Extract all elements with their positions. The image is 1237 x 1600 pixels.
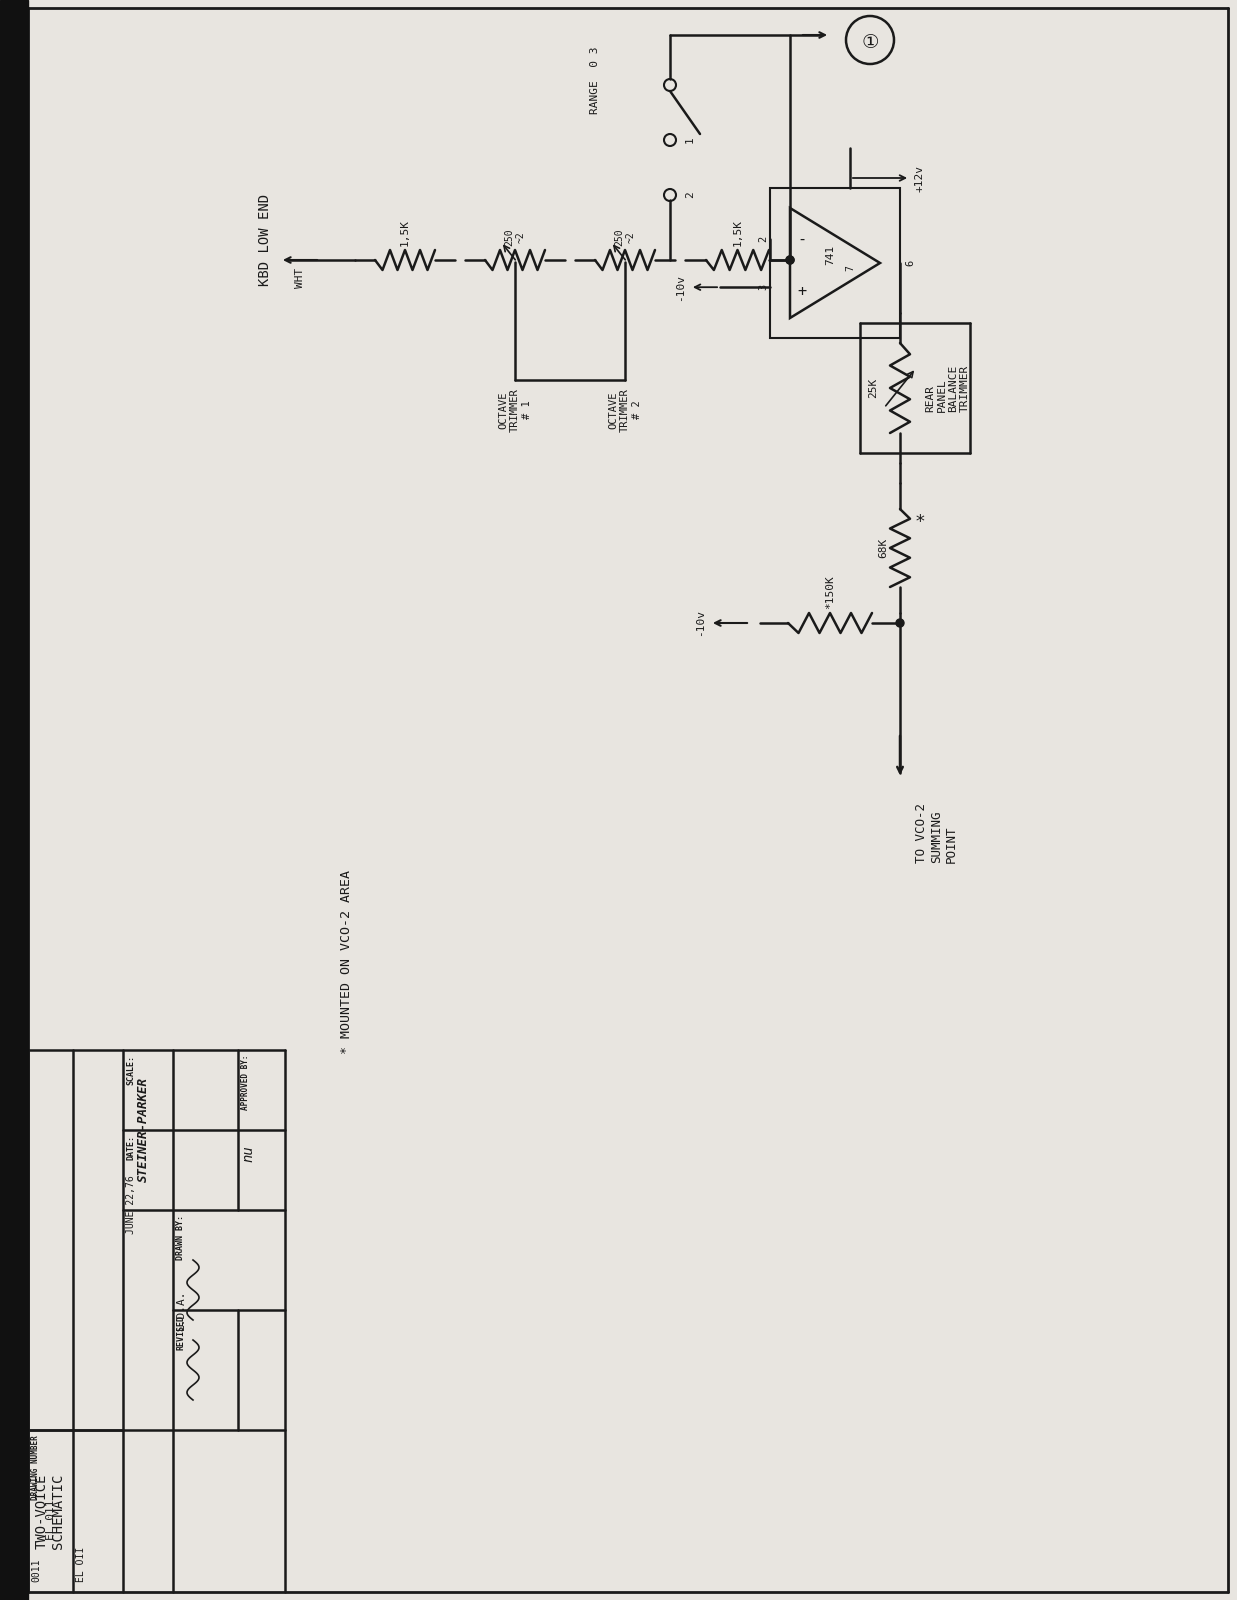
Text: RANGE  0 3: RANGE 0 3 [590,46,600,114]
Text: EL 011: EL 011 [46,1501,56,1541]
Text: 2: 2 [758,235,768,242]
Text: -10v: -10v [695,610,705,637]
Text: DRAWN BY:: DRAWN BY: [176,1214,186,1261]
Text: OCTAVE
TRIMMER
# 2: OCTAVE TRIMMER # 2 [609,387,642,432]
Text: nu: nu [241,1146,255,1162]
Text: EL OII: EL OII [75,1547,87,1582]
Text: -: - [798,232,807,246]
Text: 7: 7 [845,266,855,270]
Text: JUNE 22,76: JUNE 22,76 [126,1174,136,1234]
Text: -10v: -10v [675,274,685,301]
Text: +12v: +12v [915,165,925,192]
Text: OCTAVE
TRIMMER
# 1: OCTAVE TRIMMER # 1 [499,387,532,432]
Text: 1,5K: 1,5K [400,219,409,246]
Text: 741: 741 [825,245,835,266]
Circle shape [896,619,904,627]
Text: WHT: WHT [294,267,306,288]
Text: 250
~2: 250 ~2 [615,229,636,246]
Text: SCALE:: SCALE: [126,1054,135,1085]
Text: 25K: 25K [868,378,878,398]
Text: DATE:: DATE: [126,1134,135,1160]
Text: TWO-VOICE
SCHEMATIC: TWO-VOICE SCHEMATIC [35,1474,66,1549]
Text: REAR
PANEL
BALANCE
TRIMMER: REAR PANEL BALANCE TRIMMER [925,365,970,411]
Text: 6: 6 [905,259,915,266]
Text: ①: ① [861,34,878,53]
Text: 2: 2 [685,192,695,198]
Text: 250
~2: 250 ~2 [505,229,526,246]
Text: 1,5K: 1,5K [732,219,742,246]
Text: 68K: 68K [878,538,888,558]
Text: 1: 1 [685,136,695,144]
Text: KBD LOW END: KBD LOW END [259,194,272,286]
Circle shape [785,256,794,264]
Text: *: * [915,514,925,531]
Text: L.D.A.: L.D.A. [176,1290,186,1331]
Text: +: + [798,283,807,299]
Bar [769,187,901,338]
Text: *150K: *150K [825,576,835,610]
Text: REVISED: REVISED [176,1315,186,1350]
Bar [0,0,28,1600]
Text: APPROVED BY:: APPROVED BY: [241,1054,250,1110]
Text: 0011: 0011 [31,1558,41,1582]
Text: TO VCO-2
SUMMING
POINT: TO VCO-2 SUMMING POINT [915,803,957,862]
Text: * MOUNTED ON VCO-2 AREA: * MOUNTED ON VCO-2 AREA [340,870,353,1054]
Circle shape [785,256,794,264]
Text: DRAWING NUMBER: DRAWING NUMBER [31,1435,40,1499]
Text: 3: 3 [758,285,768,290]
Text: STEINER-PARKER: STEINER-PARKER [136,1077,150,1182]
